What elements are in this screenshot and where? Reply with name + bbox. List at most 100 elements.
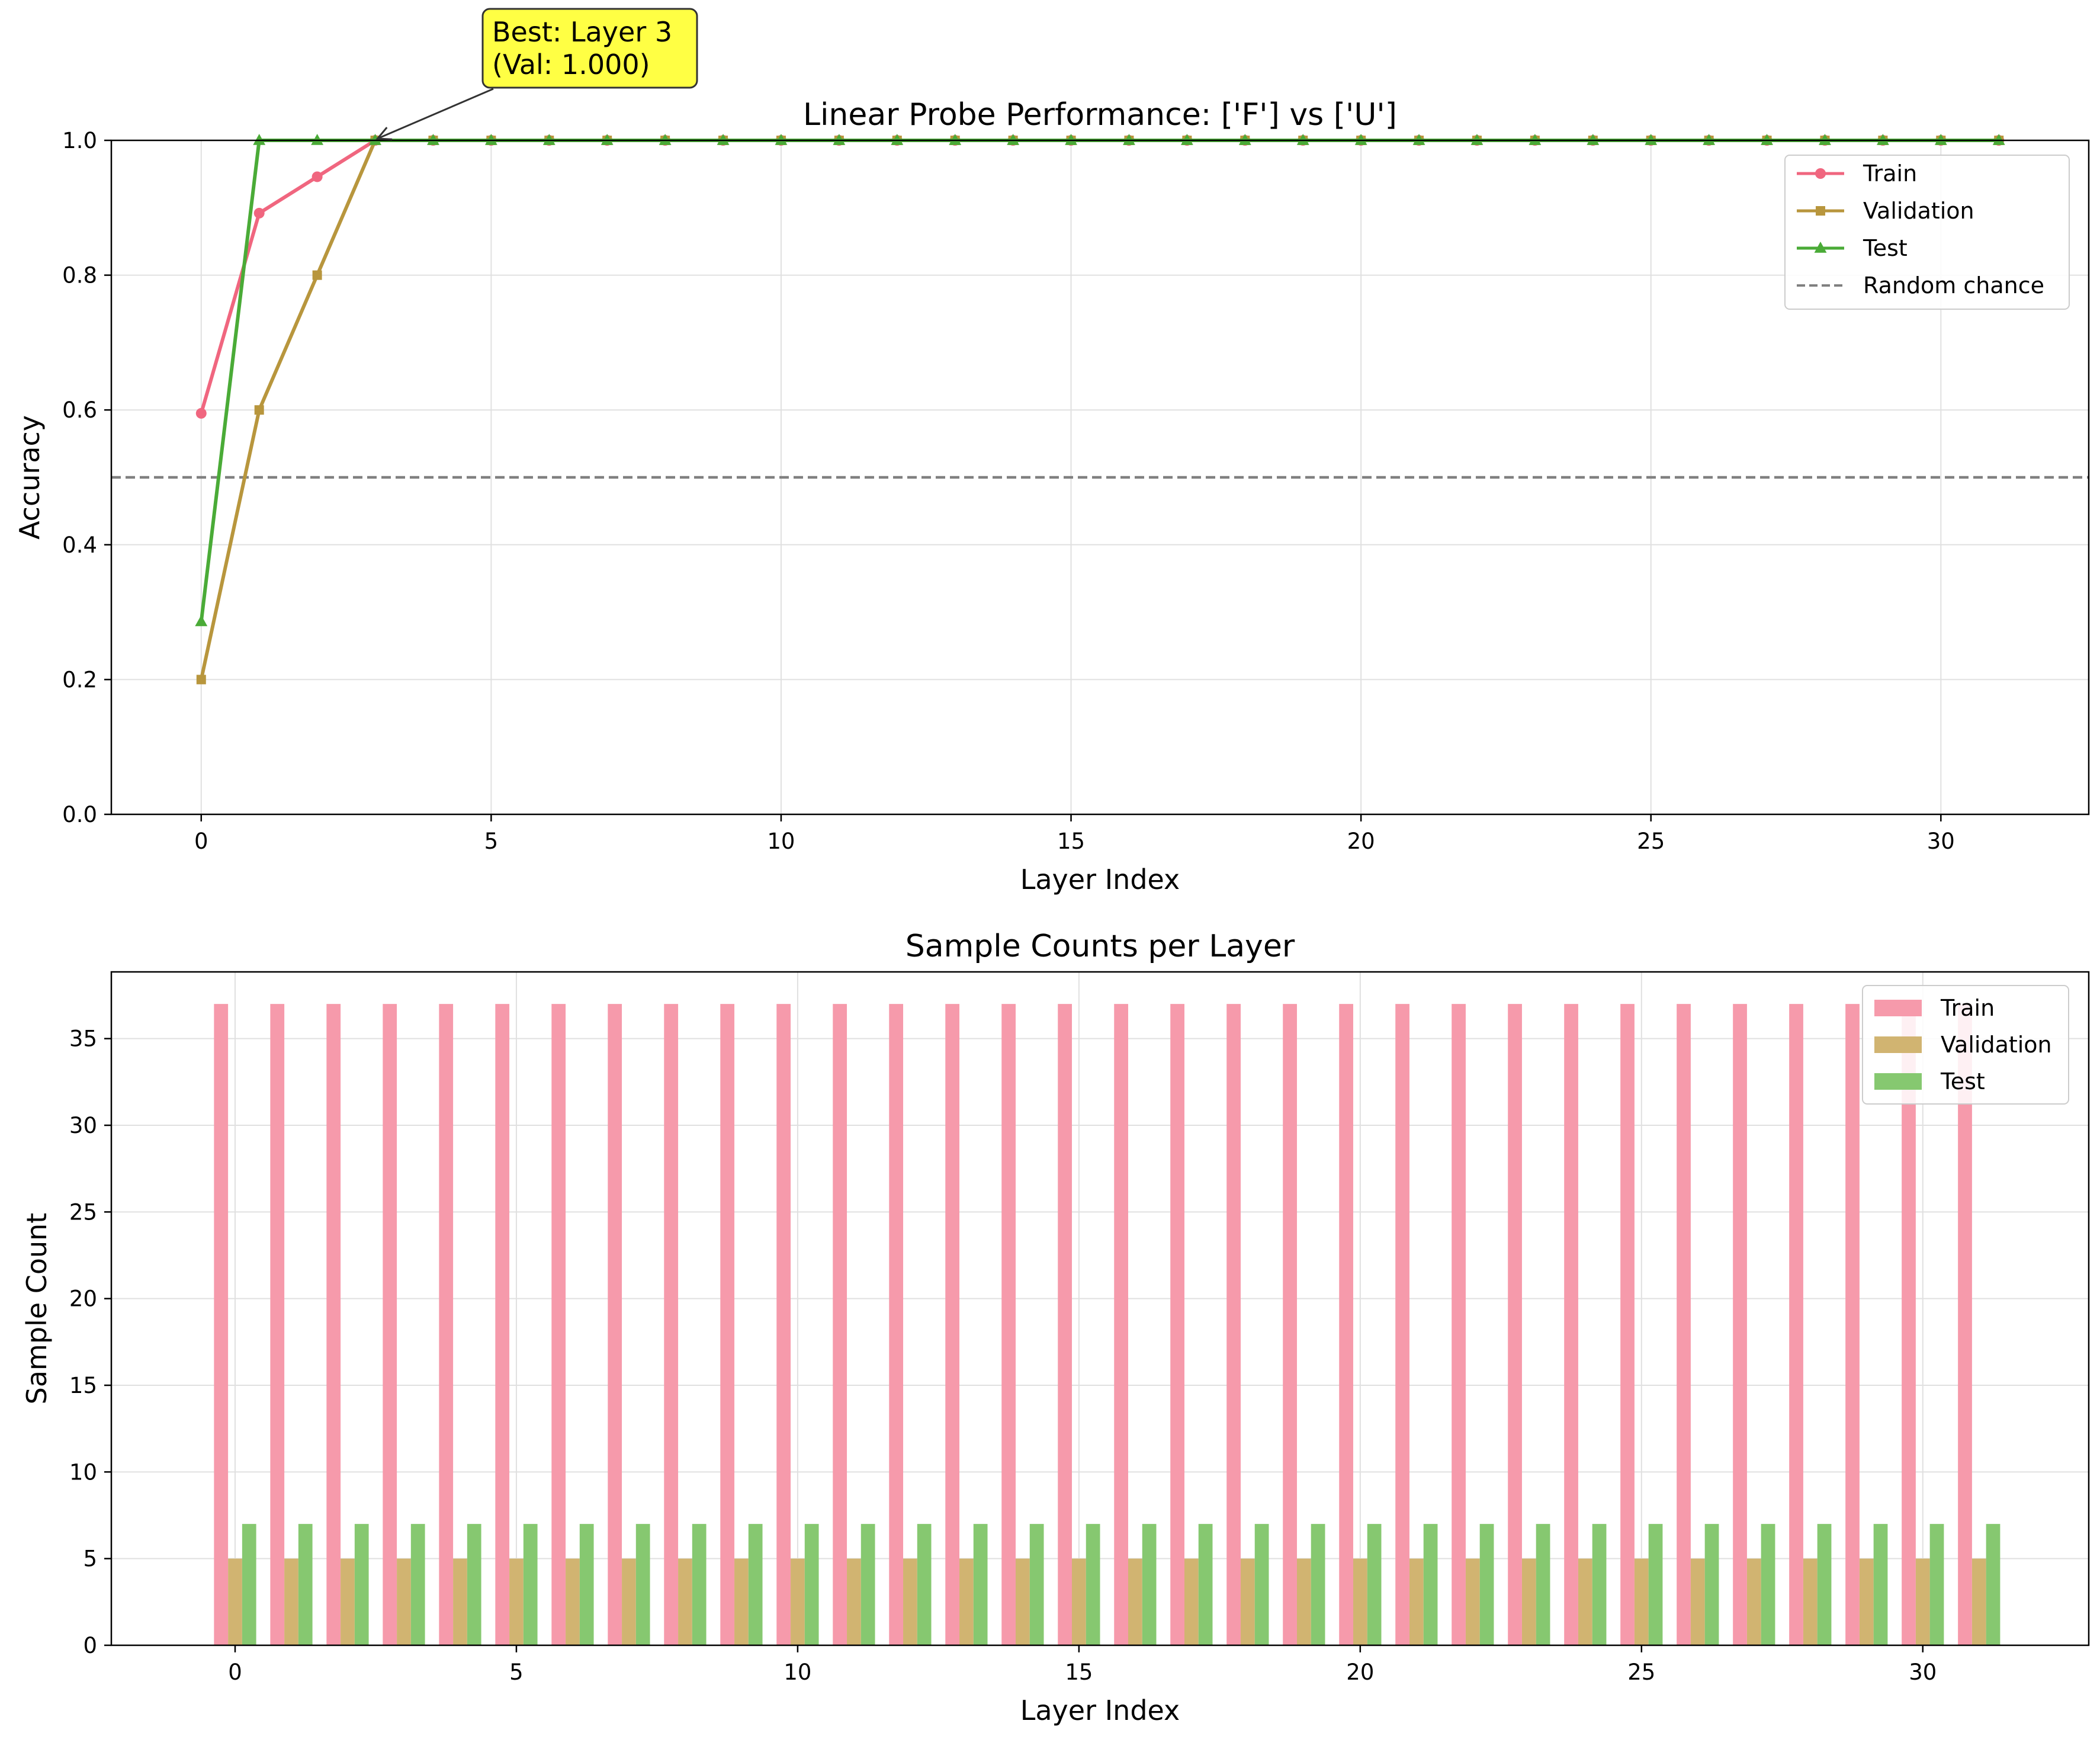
- annotation-arrowhead: [375, 127, 393, 140]
- annotation-box: [481, 8, 698, 89]
- bar: [692, 1524, 707, 1645]
- line-chart-series: [195, 134, 2005, 685]
- bar-series-test: [242, 1524, 2001, 1645]
- legend-train-label: Train: [1863, 161, 1917, 187]
- bar: [410, 1524, 425, 1645]
- bar: [860, 1524, 875, 1645]
- bar: [635, 1524, 650, 1645]
- series-test: [195, 134, 2005, 627]
- bar: [1958, 1004, 1972, 1645]
- bar: [804, 1524, 819, 1645]
- data-point: [1180, 134, 1193, 145]
- series-train: [195, 135, 2005, 419]
- line-chart-axes-frame: [110, 139, 2090, 816]
- bar: [242, 1524, 256, 1645]
- y-tick-label: 20: [69, 1286, 97, 1312]
- bar-chart-axes-frame: [110, 971, 2090, 1646]
- bar: [495, 1004, 510, 1645]
- bar: [1353, 1558, 1367, 1645]
- data-point: [717, 134, 730, 145]
- bar: [1761, 1524, 1775, 1645]
- x-tick-label: 20: [1346, 1659, 1374, 1685]
- y-tick-label: 30: [69, 1113, 97, 1138]
- bar: [214, 1004, 229, 1645]
- data-point: [1296, 134, 1309, 145]
- x-tick-label: 15: [1065, 1659, 1093, 1685]
- bar: [326, 1004, 341, 1645]
- bar-chart-x-axis-label: Layer Index: [1020, 1694, 1180, 1726]
- bar: [1423, 1524, 1438, 1645]
- bar-legend-test-label: Test: [1940, 1068, 1985, 1094]
- bar: [833, 1004, 847, 1645]
- legend-random-chance-label: Random chance: [1863, 272, 2044, 298]
- y-tick-label: 0.2: [62, 667, 97, 692]
- legend-test-marker: [1814, 242, 1827, 253]
- y-tick-label: 5: [83, 1546, 97, 1572]
- x-tick-label: 30: [1909, 1659, 1937, 1685]
- bar: [509, 1558, 524, 1645]
- legend-validation-marker: [1816, 206, 1825, 216]
- data-point: [949, 134, 962, 145]
- data-point: [1761, 134, 1774, 145]
- bar-chart-bars: [214, 1004, 2001, 1645]
- bar: [1339, 1004, 1353, 1645]
- bar: [973, 1524, 988, 1645]
- bar: [270, 1004, 285, 1645]
- line-chart-x-axis-label: Layer Index: [1020, 864, 1180, 895]
- bar: [1170, 1004, 1184, 1645]
- bar: [1367, 1524, 1382, 1645]
- bar-legend-train-label: Train: [1940, 995, 1995, 1021]
- x-tick-label: 5: [484, 829, 499, 854]
- bar: [1016, 1558, 1030, 1645]
- y-tick-label: 15: [69, 1373, 97, 1398]
- bar: [1114, 1004, 1128, 1645]
- x-tick-label: 10: [784, 1659, 811, 1685]
- bar-legend-test-patch: [1874, 1073, 1922, 1090]
- data-point: [1065, 134, 1077, 145]
- y-tick-label: 0: [83, 1633, 97, 1658]
- annotation-line-2: (Val: 1.000): [492, 49, 650, 81]
- bar: [1677, 1004, 1691, 1645]
- bar: [945, 1004, 960, 1645]
- bar: [439, 1004, 454, 1645]
- data-point: [1238, 134, 1251, 145]
- data-point: [196, 675, 206, 685]
- data-point: [195, 407, 207, 419]
- bar-chart-y-axis-label: Sample Count: [21, 1213, 53, 1405]
- bar: [1536, 1524, 1550, 1645]
- bar: [1690, 1558, 1705, 1645]
- bar: [1817, 1524, 1832, 1645]
- data-point: [312, 171, 323, 182]
- y-tick-label: 35: [69, 1026, 97, 1052]
- y-tick-label: 0.6: [62, 397, 97, 423]
- bar: [678, 1558, 692, 1645]
- bar: [1283, 1004, 1297, 1645]
- bar-chart-panel: 0 5 10 15 20 25 30 0 5 10 15 20 25 30 35 Sample Count…: [21, 929, 2090, 1726]
- bar: [1859, 1558, 1874, 1645]
- line-chart-y-axis-label: Accuracy: [14, 415, 46, 540]
- y-tick-label: 10: [69, 1459, 97, 1485]
- data-point: [601, 134, 614, 145]
- bar: [1902, 1004, 1916, 1645]
- bar-series-train: [214, 1004, 1972, 1645]
- bar: [579, 1524, 594, 1645]
- bar: [1521, 1558, 1536, 1645]
- data-point: [542, 134, 555, 145]
- data-point: [253, 207, 265, 219]
- bar: [467, 1524, 481, 1645]
- bar: [1452, 1004, 1466, 1645]
- bar: [622, 1558, 636, 1645]
- x-tick-label: 25: [1637, 829, 1665, 854]
- x-tick-label: 0: [194, 829, 208, 854]
- bar: [1845, 1004, 1860, 1645]
- bar: [1789, 1004, 1803, 1645]
- data-point: [1412, 134, 1425, 145]
- x-tick-label: 20: [1347, 829, 1375, 854]
- bar: [734, 1558, 749, 1645]
- data-point: [833, 134, 846, 145]
- bar: [1001, 1004, 1016, 1645]
- bar-chart-y-ticks: 0 5 10 15 20 25 30 35: [69, 1026, 111, 1658]
- data-point: [1587, 134, 1600, 145]
- bar: [228, 1558, 242, 1645]
